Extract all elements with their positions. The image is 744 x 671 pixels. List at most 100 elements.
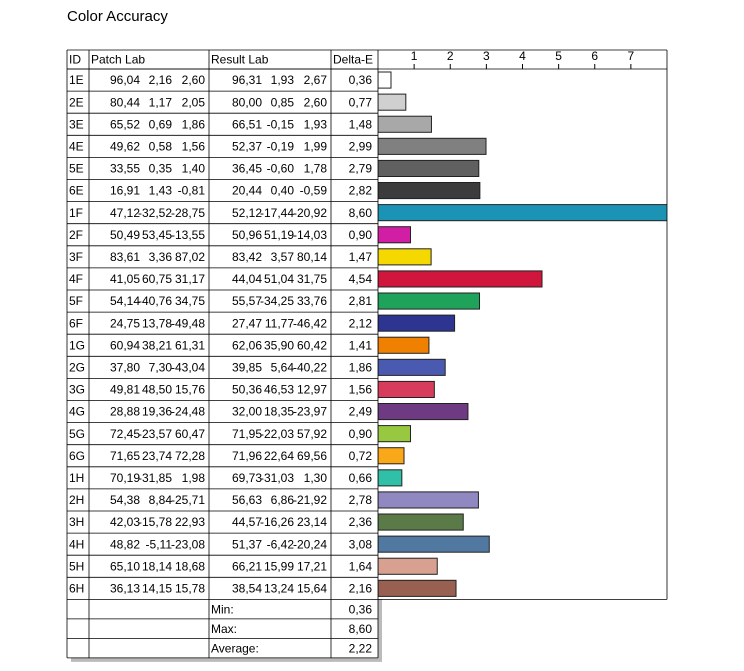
result-lab: 71,95 xyxy=(232,427,262,441)
delta-e: 8,60 xyxy=(349,206,373,220)
delta-e: 1,48 xyxy=(349,117,373,131)
result-lab: 51,37 xyxy=(232,537,262,551)
delta-e: 3,08 xyxy=(349,537,373,551)
patch-lab: -23,08 xyxy=(171,537,205,551)
result-lab: 80,14 xyxy=(297,250,327,264)
delta-e: 1,86 xyxy=(349,361,373,375)
delta-e: 0,66 xyxy=(349,471,373,485)
patch-lab: 65,52 xyxy=(110,117,140,131)
patch-lab: -15,78 xyxy=(138,515,172,529)
result-lab: -34,25 xyxy=(260,294,294,308)
delta-e: 0,90 xyxy=(349,427,373,441)
patch-lab: 49,81 xyxy=(110,383,140,397)
patch-lab: -32,52 xyxy=(138,206,172,220)
patch-lab: 83,61 xyxy=(110,250,140,264)
delta-e: 1,41 xyxy=(349,338,373,352)
row-id: 4H xyxy=(69,537,84,551)
bar xyxy=(378,447,405,465)
delta-e: 2,49 xyxy=(349,405,373,419)
bar xyxy=(378,115,432,133)
x-tick-label: 7 xyxy=(628,49,635,63)
patch-lab: 1,86 xyxy=(182,117,206,131)
x-tick-label: 4 xyxy=(519,49,526,63)
delta-e: 2,16 xyxy=(349,582,373,596)
result-lab: 18,35 xyxy=(264,405,294,419)
result-lab: 3,57 xyxy=(271,250,295,264)
result-lab: -31,03 xyxy=(260,471,294,485)
result-lab: 5,64 xyxy=(271,361,295,375)
result-lab: 2,67 xyxy=(304,73,328,87)
patch-lab: 65,10 xyxy=(110,559,140,573)
patch-lab: 61,31 xyxy=(175,338,205,352)
summary-label: Min: xyxy=(211,602,234,616)
result-lab: 55,57 xyxy=(232,294,262,308)
summary-value: 0,36 xyxy=(349,602,373,616)
delta-e: 2,36 xyxy=(349,515,373,529)
bar xyxy=(378,336,430,354)
result-lab: 1,93 xyxy=(304,117,328,131)
result-lab: 1,30 xyxy=(304,471,328,485)
row-id: 5F xyxy=(69,294,83,308)
patch-lab: -28,75 xyxy=(171,206,205,220)
patch-lab: 34,75 xyxy=(175,294,205,308)
row-id: 6E xyxy=(69,184,84,198)
delta-e: 2,79 xyxy=(349,162,373,176)
bar xyxy=(378,403,469,421)
bar xyxy=(378,469,403,487)
table-bg xyxy=(67,50,378,658)
patch-lab: 31,17 xyxy=(175,272,205,286)
patch-lab: 18,68 xyxy=(175,559,205,573)
x-tick-label: 1 xyxy=(411,49,418,63)
patch-lab: -24,48 xyxy=(171,405,205,419)
result-lab: 13,24 xyxy=(264,582,294,596)
bar xyxy=(378,513,464,531)
bar xyxy=(378,248,432,266)
patch-lab: 28,88 xyxy=(110,405,140,419)
delta-e: 1,47 xyxy=(349,250,373,264)
patch-lab: -43,04 xyxy=(171,361,205,375)
patch-lab: -23,57 xyxy=(138,427,172,441)
row-id: 1E xyxy=(69,73,84,87)
column-header: Delta-E xyxy=(333,53,373,67)
delta-e: 2,81 xyxy=(349,294,373,308)
result-lab: 35,90 xyxy=(264,338,294,352)
result-lab: 69,73 xyxy=(232,471,262,485)
result-lab: 83,42 xyxy=(232,250,262,264)
title: Color Accuracy xyxy=(67,8,168,25)
report: 1 2 3 4 5 6 7 ID Patch Lab Result Lab Delta-E 1E 96,… xyxy=(66,49,668,662)
row-id: 3G xyxy=(69,383,85,397)
patch-lab: -31,85 xyxy=(138,471,172,485)
bar xyxy=(378,358,446,376)
result-lab: 51,04 xyxy=(264,272,294,286)
patch-lab: 19,36 xyxy=(142,405,172,419)
result-lab: 44,57 xyxy=(232,515,262,529)
patch-lab: 36,13 xyxy=(110,582,140,596)
result-lab: 66,21 xyxy=(232,559,262,573)
patch-lab: 15,78 xyxy=(175,582,205,596)
patch-lab: 1,98 xyxy=(182,471,206,485)
result-lab: 44,04 xyxy=(232,272,262,286)
bar xyxy=(378,71,392,89)
result-lab: 12,97 xyxy=(297,383,327,397)
bar xyxy=(378,204,667,222)
row-id: 2F xyxy=(69,228,83,242)
patch-lab: 96,04 xyxy=(110,73,140,87)
result-lab: 23,14 xyxy=(297,515,327,529)
result-lab: -0,15 xyxy=(267,117,295,131)
result-lab: 15,99 xyxy=(264,559,294,573)
row-id: 2E xyxy=(69,95,84,109)
result-lab: 27,47 xyxy=(232,316,262,330)
row-id: 1G xyxy=(69,338,85,352)
patch-lab: 14,15 xyxy=(142,582,172,596)
row-id: 1H xyxy=(69,471,84,485)
bar xyxy=(378,182,481,200)
patch-lab: -49,48 xyxy=(171,316,205,330)
delta-e: 0,36 xyxy=(349,73,373,87)
row-id: 4F xyxy=(69,272,83,286)
patch-lab: 49,62 xyxy=(110,140,140,154)
result-lab: -20,92 xyxy=(293,206,327,220)
patch-lab: -13,55 xyxy=(171,228,205,242)
patch-lab: 42,03 xyxy=(110,515,140,529)
result-lab: 52,37 xyxy=(232,140,262,154)
row-id: 6F xyxy=(69,316,83,330)
